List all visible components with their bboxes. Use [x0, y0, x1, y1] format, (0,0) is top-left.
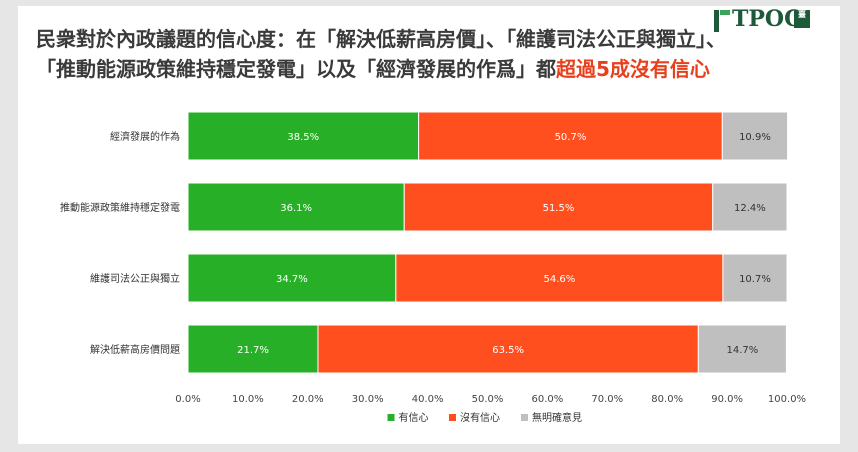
logo-text: TPOC	[732, 6, 802, 32]
bar-segment	[697, 324, 787, 374]
bar-segment	[187, 182, 405, 232]
x-tick-label: 60.0%	[532, 394, 564, 405]
bar-segment	[721, 111, 789, 161]
bar-segment	[187, 111, 420, 161]
data-label: 54.6%	[543, 274, 575, 285]
legend-label: 沒有信心	[460, 411, 500, 424]
data-label: 21.7%	[237, 345, 269, 356]
bar-segment	[722, 253, 788, 303]
legend-swatch	[449, 414, 456, 421]
x-tick-label: 100.0%	[768, 394, 806, 405]
x-tick-label: 90.0%	[711, 394, 743, 405]
legend-swatch	[521, 414, 528, 421]
legend-swatch	[387, 414, 395, 421]
chart-title: 民衆對於內政議題的信心度：在「解決低薪高房價」、「維護司法公正與獨立」、 「推動…	[36, 24, 736, 84]
x-tick-label: 70.0%	[591, 394, 623, 405]
category-label: 經濟發展的作為	[110, 130, 180, 143]
data-label: 10.7%	[739, 274, 771, 285]
data-label: 14.7%	[726, 345, 758, 356]
bar-segment	[187, 253, 397, 303]
tpoc-logo: TPOC 臺	[712, 6, 820, 36]
x-tick-label: 30.0%	[352, 394, 384, 405]
bar-segment	[418, 111, 723, 161]
x-tick-label: 10.0%	[232, 394, 264, 405]
x-tick-label: 50.0%	[472, 394, 504, 405]
data-label: 12.4%	[734, 203, 766, 214]
title-line-2: 「推動能源政策維持穩定發電」以及「經濟發展的作爲」都超過5成沒有信心	[36, 54, 736, 84]
data-label: 38.5%	[287, 132, 319, 143]
category-label: 解決低薪高房價問題	[90, 343, 180, 356]
title-line-2-prefix: 「推動能源政策維持穩定發電」以及「經濟發展的作爲」都	[36, 57, 556, 81]
bar-segment	[317, 324, 699, 374]
category-label: 維護司法公正與獨立	[90, 272, 180, 285]
bar-segment	[395, 253, 724, 303]
data-label: 50.7%	[555, 132, 587, 143]
x-tick-label: 40.0%	[412, 394, 444, 405]
logo-mark-icon	[714, 10, 730, 32]
title-line-1: 民衆對於內政議題的信心度：在「解決低薪高房價」、「維護司法公正與獨立」、	[36, 27, 726, 51]
data-label: 51.5%	[543, 203, 575, 214]
legend-label: 無明確意見	[532, 411, 582, 424]
data-label: 10.9%	[739, 132, 771, 143]
logo-badge: 臺	[794, 10, 810, 28]
x-tick-label: 80.0%	[651, 394, 683, 405]
bar-segment	[712, 182, 788, 232]
bar-segment	[403, 182, 714, 232]
x-tick-label: 0.0%	[175, 394, 200, 405]
title-highlight: 超過5成沒有信心	[556, 57, 710, 81]
data-label: 36.1%	[280, 203, 312, 214]
category-label: 推動能源政策維持穩定發電	[60, 201, 180, 214]
data-label: 63.5%	[492, 345, 524, 356]
legend-label: 有信心	[399, 411, 429, 424]
data-label: 34.7%	[276, 274, 308, 285]
x-tick-label: 20.0%	[292, 394, 324, 405]
